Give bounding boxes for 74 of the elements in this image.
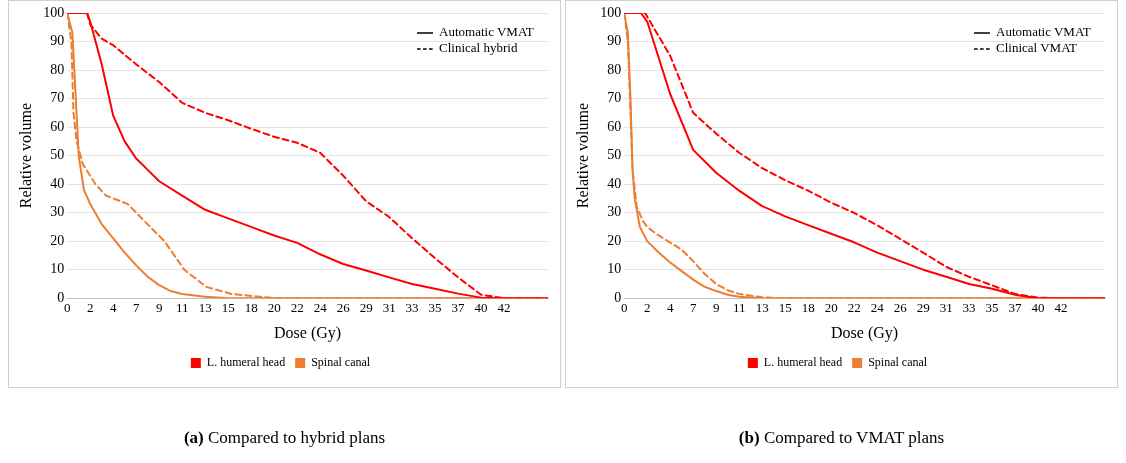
y-axis-title: Relative volume (16, 102, 34, 209)
y-tick-label: 10 (50, 261, 65, 277)
y-tick-label: 30 (50, 204, 65, 220)
x-tick-label: 35 (985, 300, 999, 316)
x-tick-label: 15 (778, 300, 792, 316)
y-axis-title: Relative volume (573, 102, 591, 209)
y-tick-label: 20 (50, 232, 65, 248)
y-tick-label: 50 (607, 147, 622, 163)
legend-label: Spinal canal (868, 355, 928, 370)
y-tick-label: 40 (50, 175, 65, 191)
x-tick-label: 9 (712, 300, 720, 316)
x-tick-label: 7 (132, 300, 140, 316)
y-tick-label: 70 (607, 90, 622, 106)
x-tick-label: 33 (962, 300, 976, 316)
x-tick-label: 31 (939, 300, 953, 316)
x-tick-label: 42 (497, 300, 511, 316)
x-tick-label: 18 (244, 300, 258, 316)
y-tick-label: 100 (43, 4, 65, 20)
annotation: Clinical hybrid (439, 40, 518, 56)
x-tick-label: 15 (221, 300, 235, 316)
x-tick-label: 7 (689, 300, 697, 316)
y-tick-label: 90 (607, 33, 622, 49)
y-tick-label: 100 (600, 4, 622, 20)
y-tick-label: 80 (50, 61, 65, 77)
y-tick-label: 60 (607, 118, 622, 134)
text: (b) Compared to VMAT plans (737, 428, 946, 448)
annotation: Automatic VMAT (996, 24, 1091, 40)
x-tick-label: 11 (732, 300, 746, 316)
y-tick-label: 50 (50, 147, 65, 163)
x-tick-label: 40 (474, 300, 488, 316)
x-tick-label: 24 (870, 300, 885, 316)
x-axis-title: Dose (Gy) (831, 323, 899, 342)
annotation: Automatic VMAT (439, 24, 534, 40)
x-tick-label: 31 (382, 300, 396, 316)
legend-label: L. humeral head (206, 355, 286, 370)
x-axis-title: Dose (Gy) (274, 323, 342, 342)
x-tick-label: 40 (1031, 300, 1045, 316)
x-tick-label: 22 (290, 300, 304, 316)
y-tick-label: 30 (607, 204, 622, 220)
y-tick-label: 20 (607, 232, 622, 248)
x-tick-label: 42 (1054, 300, 1068, 316)
y-tick-label: 10 (607, 261, 622, 277)
x-tick-label: 37 (1008, 300, 1023, 316)
x-tick-label: 2 (643, 300, 651, 316)
y-tick-label: 90 (50, 33, 65, 49)
x-tick-label: 37 (451, 300, 466, 316)
x-tick-label: 9 (155, 300, 163, 316)
x-tick-label: 20 (824, 300, 838, 316)
x-tick-label: 29 (359, 300, 373, 316)
x-tick-label: 26 (336, 300, 351, 316)
y-tick-label: 40 (607, 175, 622, 191)
y-tick-label: 0 (57, 289, 65, 305)
x-tick-label: 4 (109, 300, 117, 316)
x-tick-label: 4 (666, 300, 674, 316)
x-tick-label: 2 (86, 300, 94, 316)
y-tick-label: 60 (50, 118, 65, 134)
y-tick-label: 80 (607, 61, 622, 77)
legend-label: L. humeral head (763, 355, 843, 370)
x-tick-label: 22 (847, 300, 861, 316)
x-tick-label: 11 (175, 300, 189, 316)
annotation: Clinical VMAT (996, 40, 1078, 56)
x-tick-label: 13 (198, 300, 212, 316)
x-tick-label: 24 (313, 300, 328, 316)
x-tick-label: 33 (405, 300, 419, 316)
x-tick-label: 20 (267, 300, 281, 316)
x-tick-label: 18 (801, 300, 815, 316)
x-tick-label: 35 (428, 300, 442, 316)
legend-label: Spinal canal (311, 355, 371, 370)
x-tick-label: 29 (916, 300, 930, 316)
y-tick-label: 70 (50, 90, 65, 106)
text: (a) Compared to hybrid plans (182, 428, 387, 448)
y-tick-label: 0 (614, 289, 622, 305)
x-tick-label: 26 (893, 300, 908, 316)
x-tick-label: 13 (755, 300, 769, 316)
